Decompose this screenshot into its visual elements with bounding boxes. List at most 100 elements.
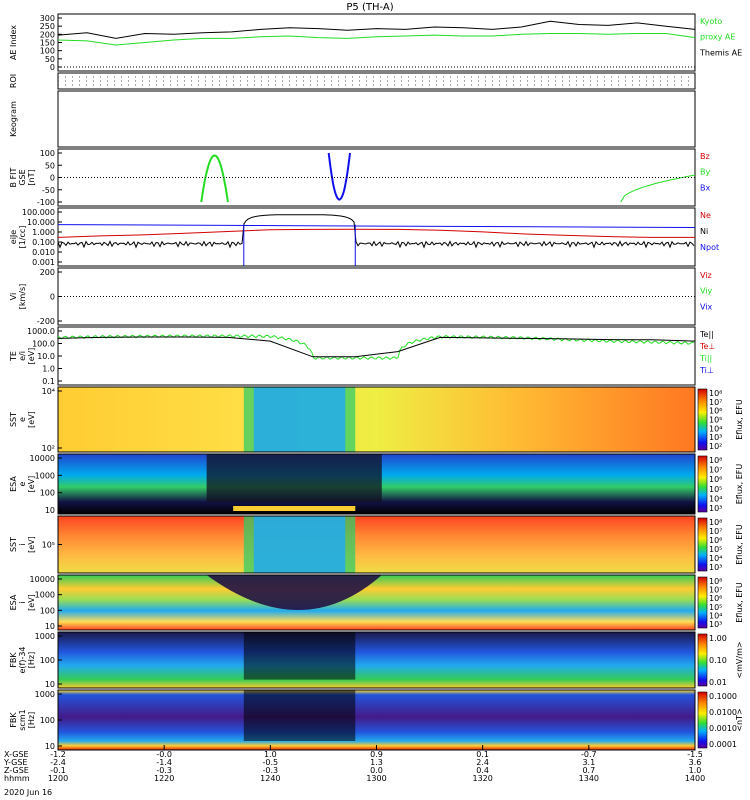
xaxis-value: 2.4 [476, 758, 489, 767]
ytick-label-dens: 0.001 [32, 258, 55, 267]
spec-feature-esa_e [206, 454, 382, 502]
spec-feature-fbk_b [243, 690, 356, 741]
ytick-label-vel: 0 [50, 293, 55, 302]
colorbar-tick-fbk_b: 0.0010 [709, 724, 737, 733]
ylabel-temp: [eV] [27, 348, 36, 365]
ylabel-temp: TE [9, 351, 18, 362]
panel-keogram: Keogram [9, 90, 696, 148]
xaxis-value: 1.0 [264, 750, 277, 759]
spectrogram-fbk_b [58, 690, 695, 750]
ylabel-temp: e/i [18, 351, 27, 361]
xaxis-value: -0.7 [581, 750, 597, 759]
xaxis-value: -0.5 [263, 758, 279, 767]
ytick-label-bfit: 0 [50, 174, 55, 183]
colorbar-tick-fbk_b: 0.0100 [709, 708, 737, 717]
ytick-label-ae: 50 [45, 55, 55, 64]
xaxis-value: 1320 [472, 774, 492, 783]
colorbar-tick-sst_e: 10⁵ [709, 416, 722, 425]
xaxis-value: -0.0 [156, 750, 172, 759]
xaxis-value: 1220 [154, 774, 174, 783]
panel-roi: ROI [9, 72, 696, 90]
ytick-label-esa_i: 10000 [30, 575, 55, 584]
npot-line [57, 224, 696, 228]
xaxis-row-label: Z-GSE [4, 766, 29, 775]
colorbar-tick-esa_e: 10⁵ [709, 485, 722, 494]
ytick-label-esa_i: 100 [40, 606, 55, 615]
colorbar-tick-sst_i: 10⁷ [709, 527, 722, 536]
ylabel-fbk_e: [Hz] [27, 652, 36, 668]
ytick-label-vel: 200 [40, 268, 55, 277]
panel-fbk_b: 1000 100 10 FBK scm1 [Hz] 0.1000 0.0100 0.0010 0.… [9, 689, 744, 751]
ylabel-fbk_b: [Hz] [27, 712, 36, 728]
ylabel-vel: [km/s] [18, 284, 27, 310]
ytick-label-dens: 100.000 [22, 208, 55, 217]
colorbar-tick-esa_i: 10⁷ [709, 586, 722, 595]
ytick-label-fbk_e: 10 [45, 680, 55, 689]
colorbar-tick-sst_i: 10⁶ [709, 536, 722, 545]
colorbar-tick-esa_i: 10⁸ [709, 577, 722, 586]
ylabel-esa_e: ESA [9, 476, 18, 492]
colorbar-sst_i [697, 517, 708, 572]
ytick-label-ae: 100 [40, 47, 55, 56]
xaxis-value: -1.5 [687, 750, 703, 759]
panel-bg-ae [58, 14, 695, 71]
ytick-label-dens: 10.000 [27, 218, 55, 227]
legend-dens: Ne [700, 211, 711, 220]
legend-temp: Te|| [699, 330, 714, 339]
ytick-label-esa_e: 100 [40, 489, 55, 498]
colorbar-esa_i [697, 576, 708, 629]
themis-ae-line [57, 20, 696, 39]
colorbar-tick-fbk_b: 0.1000 [709, 692, 737, 701]
colorbar-tick-sst_e: 10⁶ [709, 407, 722, 416]
colorbar-label-esa_i: Eflux, EFU [735, 582, 744, 623]
ne-line [57, 228, 695, 238]
spectrogram-fbk_e [58, 632, 695, 688]
ytick-label-ae: 300 [40, 14, 55, 23]
legend-ae: Themis AE [699, 48, 742, 57]
ylabel-sst_e: SST [9, 412, 18, 427]
ytick-label-esa_i: 1000 [35, 591, 55, 600]
xaxis-value: 1.3 [370, 758, 383, 767]
spectrogram-sst_i [58, 516, 695, 573]
ytick-label-sst_i: 10⁵ [42, 541, 55, 550]
ytick-label-temp: 0.1 [42, 377, 55, 386]
ytick-label-temp: 100.0 [32, 340, 55, 349]
colorbar-tick-sst_i: 10⁵ [709, 545, 722, 554]
panel-esa_i: 10000 1000 100 10 ESA i [eV] 10⁸10⁷10⁶10⁵10⁴10³… [9, 574, 744, 631]
panel-frame-esa_e [57, 453, 696, 515]
xaxis-value: -1.2 [50, 750, 66, 759]
xaxis-value: 0.1 [476, 750, 489, 759]
ylabel-sst_e: e [18, 417, 27, 422]
ytick-label-esa_e: 10000 [30, 454, 55, 463]
ytick-label-temp: 10.0 [37, 352, 55, 361]
ylabel-ae: AE Index [9, 25, 18, 60]
colorbar-tick-fbk_e: 1.00 [709, 634, 727, 643]
colorbar-tick-sst_e: 10³ [709, 433, 722, 442]
xaxis-value: 0.9 [370, 750, 383, 759]
panel-frame-esa_i [57, 574, 696, 631]
ylabel-sst_i: [eV] [27, 536, 36, 553]
colorbar-tick-sst_e: 10⁴ [709, 424, 722, 433]
legend-ae: proxy AE [700, 33, 735, 42]
ylabel-fbk_b: scm1 [18, 709, 27, 730]
colorbar-label-fbk_e: <mV/m> [735, 641, 744, 678]
spec-band-esa_e [233, 506, 356, 511]
ytick-label-dens: 1.000 [32, 228, 55, 237]
ytick-label-sst_e: 10² [42, 444, 55, 453]
colorbar-tick-esa_i: 10³ [709, 620, 722, 629]
ylabel-bfit: [nT] [27, 169, 36, 185]
ylabel-bfit: GSE [18, 169, 27, 185]
ytick-label-esa_e: 10 [45, 506, 55, 515]
legend-bfit: By [700, 168, 710, 177]
ylabel-keogram: Keogram [9, 101, 18, 137]
colorbar-fbk_b [697, 691, 708, 749]
xaxis-value: -0.3 [156, 766, 172, 775]
colorbar-tick-esa_i: 10⁶ [709, 594, 722, 603]
ylabel-fbk_e: FBK [9, 652, 18, 668]
spectrogram-esa_i [58, 575, 695, 630]
ytick-label-dens: 0.010 [32, 248, 55, 257]
colorbar-tick-fbk_b: 0.0001 [709, 740, 737, 749]
ytick-label-bfit: 50 [45, 161, 55, 170]
